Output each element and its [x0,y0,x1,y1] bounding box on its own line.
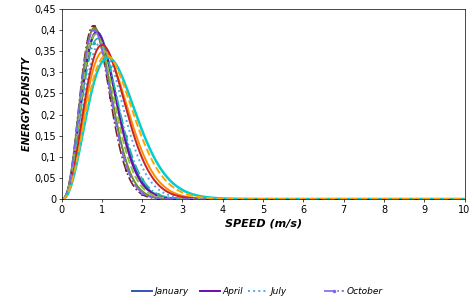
Y-axis label: ENERGY DENSITY: ENERGY DENSITY [21,57,32,151]
X-axis label: SPEED (m/s): SPEED (m/s) [225,219,301,229]
Legend: January, February, March, April, May, June, July, August, September, October, No: January, February, March, April, May, Ju… [128,283,398,297]
